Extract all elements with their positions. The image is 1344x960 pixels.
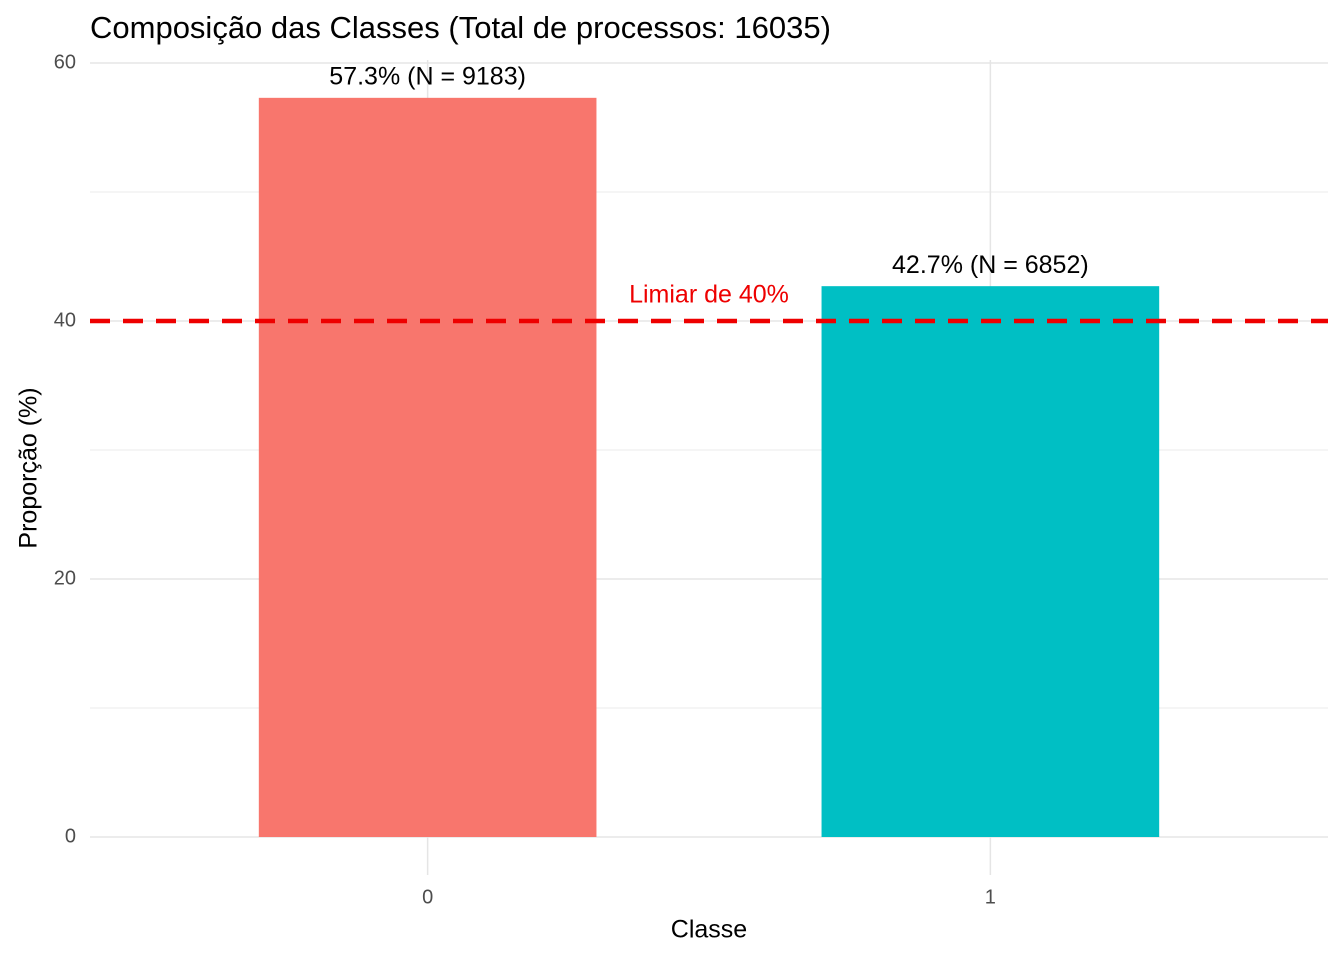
value-label: 57.3% (N = 9183): [329, 62, 526, 90]
threshold-label: Limiar de 40%: [629, 281, 789, 309]
y-tick-label: 60: [54, 51, 76, 73]
bar: [821, 286, 1160, 837]
y-tick-label: 20: [54, 567, 76, 589]
y-tick-label: 0: [65, 825, 76, 847]
bar: [258, 97, 597, 837]
x-axis-label: Classe: [671, 916, 747, 944]
value-label: 42.7% (N = 6852): [892, 251, 1089, 279]
y-tick-label: 40: [54, 309, 76, 331]
chart-title: Composição das Classes (Total de process…: [90, 10, 831, 45]
x-tick-label: 0: [422, 886, 433, 908]
y-axis-label: Proporção (%): [15, 387, 43, 548]
x-tick-label: 1: [985, 886, 996, 908]
